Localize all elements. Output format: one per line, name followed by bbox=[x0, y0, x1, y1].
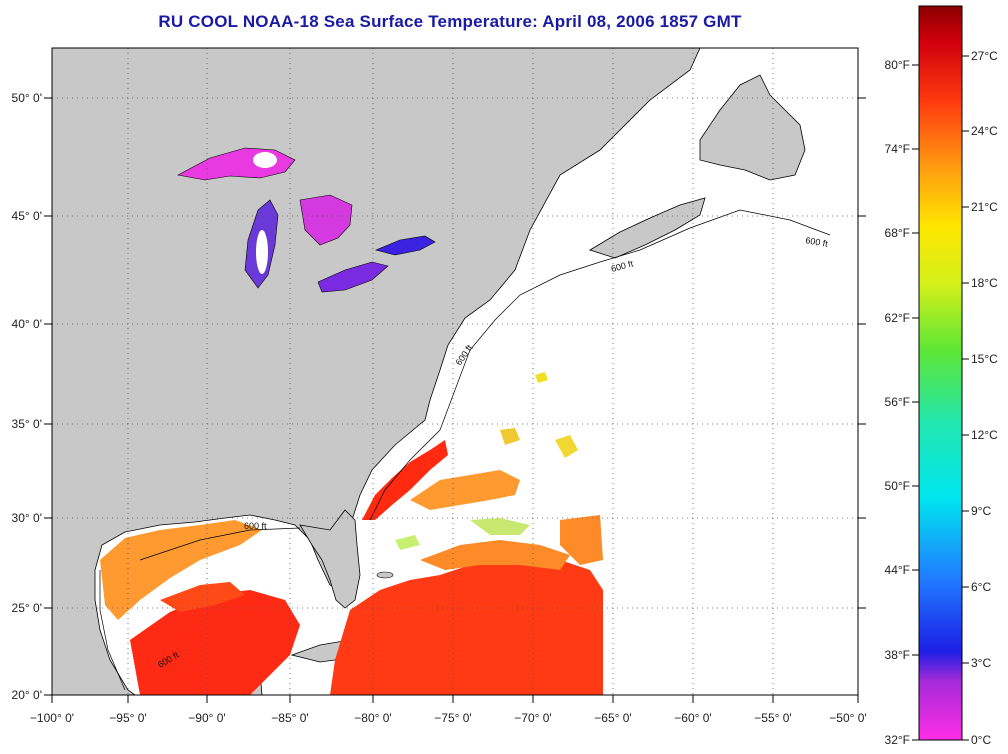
florida-peninsula bbox=[299, 509, 361, 609]
longitude-labels: −100° 0' −95° 0' −90° 0' −85° 0' −80° 0'… bbox=[30, 711, 867, 725]
lat-label: 45° 0' bbox=[12, 209, 42, 223]
great-lakes-sst bbox=[177, 147, 436, 293]
lon-label: −60° 0' bbox=[674, 711, 711, 725]
map-plot-area: 600 ft 600 ft 600 ft 600 ft 600 ft bbox=[52, 48, 858, 695]
colorbar-label-c: 18°C bbox=[971, 276, 998, 290]
colorbar: 32°F 38°F 44°F 50°F 56°F 62°F 68°F 74°F … bbox=[885, 5, 998, 747]
colorbar-label-c: 9°C bbox=[971, 504, 991, 518]
colorbar-label-f: 62°F bbox=[885, 311, 910, 325]
colorbar-label-c: 27°C bbox=[971, 49, 998, 63]
lon-label: −80° 0' bbox=[354, 711, 391, 725]
map-title: RU COOL NOAA-18 Sea Surface Temperature:… bbox=[158, 12, 742, 31]
colorbar-label-c: 0°C bbox=[971, 733, 991, 747]
colorbar-label-c: 3°C bbox=[971, 656, 991, 670]
lon-label: −50° 0' bbox=[829, 711, 866, 725]
newfoundland-land bbox=[699, 74, 806, 181]
contour-label: 600 ft bbox=[805, 235, 829, 249]
colorbar-label-f: 38°F bbox=[885, 648, 910, 662]
colorbar-label-c: 15°C bbox=[971, 352, 998, 366]
colorbar-label-c: 6°C bbox=[971, 580, 991, 594]
colorbar-label-f: 68°F bbox=[885, 226, 910, 240]
colorbar-gradient bbox=[918, 5, 963, 741]
axis-ticks bbox=[44, 97, 866, 703]
lat-label: 35° 0' bbox=[12, 417, 42, 431]
lon-label: −65° 0' bbox=[594, 711, 631, 725]
lon-label: −90° 0' bbox=[188, 711, 225, 725]
isobath-600ft bbox=[99, 209, 831, 691]
lon-label: −55° 0' bbox=[754, 711, 791, 725]
colorbar-label-c: 12°C bbox=[971, 428, 998, 442]
lat-label: 30° 0' bbox=[12, 511, 42, 525]
lon-label: −75° 0' bbox=[434, 711, 471, 725]
colorbar-label-c: 21°C bbox=[971, 200, 998, 214]
nova-scotia-land bbox=[589, 197, 706, 259]
colorbar-label-f: 74°F bbox=[885, 142, 910, 156]
latitude-labels: 20° 0' 25° 0' 30° 0' 35° 0' 40° 0' 45° 0… bbox=[12, 91, 42, 702]
lat-label: 25° 0' bbox=[12, 601, 42, 615]
colorbar-label-f: 44°F bbox=[885, 563, 910, 577]
lat-label: 50° 0' bbox=[12, 91, 42, 105]
colorbar-label-f: 32°F bbox=[885, 733, 910, 747]
atlantic-sst bbox=[330, 372, 603, 695]
colorbar-label-c: 24°C bbox=[971, 124, 998, 138]
lon-label: −95° 0' bbox=[109, 711, 146, 725]
lon-label: −85° 0' bbox=[271, 711, 308, 725]
gulf-of-mexico-sst bbox=[100, 520, 300, 695]
colorbar-label-f: 56°F bbox=[885, 395, 910, 409]
colorbar-label-f: 80°F bbox=[885, 58, 910, 72]
lat-label: 20° 0' bbox=[12, 688, 42, 702]
lat-label: 40° 0' bbox=[12, 317, 42, 331]
colorbar-label-f: 50°F bbox=[885, 479, 910, 493]
plot-frame bbox=[51, 47, 859, 696]
lon-label: −100° 0' bbox=[30, 711, 74, 725]
contour-label: 600 ft bbox=[244, 521, 267, 531]
lon-label: −70° 0' bbox=[514, 711, 551, 725]
